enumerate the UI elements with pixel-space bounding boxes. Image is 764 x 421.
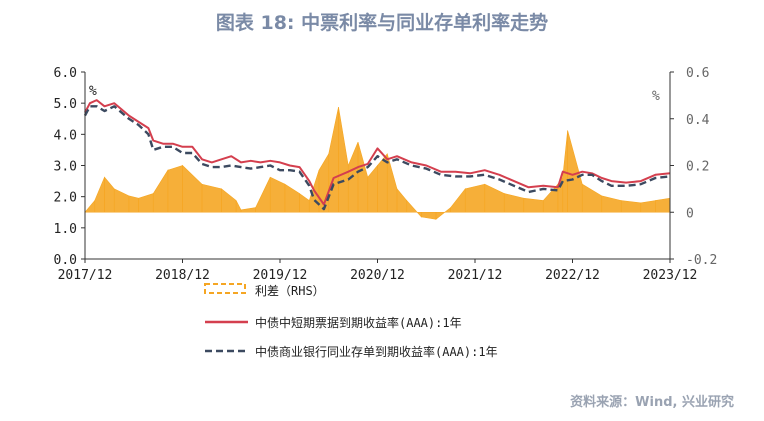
spread-bar	[284, 183, 300, 213]
spread-bar	[201, 183, 222, 213]
spread-bar	[567, 130, 583, 213]
spread-bar	[167, 165, 183, 213]
right-tick-label: 0.6	[686, 66, 709, 81]
source-note: 资料来源：Wind, 兴业研究	[570, 395, 734, 410]
spread-bar	[367, 164, 378, 213]
spread-bar	[435, 206, 451, 220]
spread-bar	[299, 192, 310, 213]
spread-bar	[601, 195, 622, 213]
ncd-yield-line	[83, 105, 671, 211]
x-tick-label: 2023/12	[643, 268, 698, 283]
legend-label-spread: 利差（RHS）	[255, 284, 325, 298]
spread-bar	[655, 197, 671, 213]
x-tick-label: 2017/12	[58, 268, 113, 283]
x-tick-label: 2019/12	[253, 268, 308, 283]
spread-bar	[113, 188, 130, 213]
spread-bar	[406, 199, 422, 218]
left-tick-label: 0.0	[54, 253, 77, 268]
left-tick-label: 3.0	[54, 160, 77, 175]
right-tick-label: 0.4	[686, 113, 710, 128]
spread-bar	[235, 200, 242, 213]
left-tick-label: 2.0	[54, 191, 77, 206]
legend-label-mtn: 中债中短期票据到期收益率(AAA):1年	[255, 315, 462, 330]
right-unit-label: %	[652, 89, 660, 104]
chart-title: 图表 18: 中票利率与同业存单利率走势	[215, 12, 549, 34]
spread-bar	[182, 164, 203, 213]
spread-bar	[94, 177, 105, 213]
legend-swatch-spread	[204, 283, 246, 294]
right-tick-label: 0	[686, 206, 694, 221]
mtn-yield-line	[84, 99, 671, 206]
spread-bar	[503, 193, 525, 213]
x-tick-label: 2021/12	[448, 268, 503, 283]
legend-label-ncd: 中债商业银行同业存单到期收益率(AAA):1年	[255, 344, 498, 359]
spread-bar	[640, 200, 656, 213]
right-tick-label: -0.2	[686, 253, 717, 268]
spread-bar	[523, 197, 544, 213]
spread-bar	[152, 169, 169, 213]
spread-bar	[255, 177, 271, 213]
left-unit-label: %	[89, 84, 97, 99]
spread-bar	[450, 188, 466, 213]
spread-bar	[620, 200, 642, 213]
spread-bar	[464, 183, 486, 213]
spread-bar	[357, 142, 369, 213]
spread-bar	[138, 193, 154, 213]
x-tick-label: 2018/12	[155, 268, 210, 283]
spread-bar	[581, 183, 603, 213]
x-tick-label: 2022/12	[545, 268, 600, 283]
spread-bar	[421, 211, 437, 220]
spread-bar	[240, 207, 256, 213]
x-tick-label: 2020/12	[350, 268, 405, 283]
spread-bar	[338, 107, 349, 213]
spread-bar	[328, 107, 339, 213]
left-tick-label: 1.0	[54, 222, 77, 237]
spread-bar	[484, 183, 505, 213]
spread-bar	[269, 176, 286, 213]
spread-bar	[221, 188, 237, 213]
spread-bar	[104, 176, 115, 213]
right-tick-label: 0.2	[686, 160, 709, 175]
spread-bar	[128, 195, 139, 213]
spread-bar	[84, 199, 96, 213]
left-tick-label: 4.0	[54, 128, 77, 143]
left-tick-label: 5.0	[54, 97, 77, 112]
left-tick-label: 6.0	[54, 66, 77, 81]
spread-bar	[396, 188, 408, 213]
